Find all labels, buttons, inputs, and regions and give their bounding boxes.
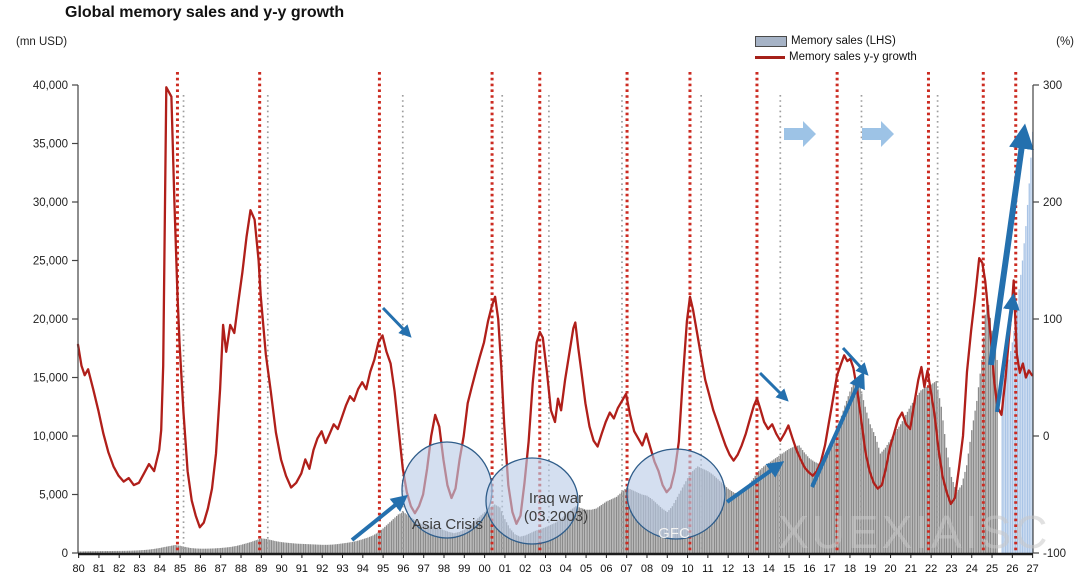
left-axis-tick-label: 40,000 [33, 80, 68, 92]
x-axis-year-label: 11 [702, 563, 713, 575]
right-axis-unit-label: (%) [1056, 36, 1074, 48]
x-axis-year-label: 81 [93, 563, 105, 575]
x-axis-year-label: 20 [884, 563, 896, 575]
trend-arrows [350, 123, 1035, 542]
trend-arrow-icon [350, 494, 408, 542]
legend-line-label: Memory sales y-y growth [789, 51, 917, 63]
x-axis-year-label: 90 [276, 563, 288, 575]
x-axis-year-label: 19 [864, 563, 876, 575]
x-axis-year-label: 26 [1006, 563, 1018, 575]
left-axis-tick-label: 35,000 [33, 139, 68, 151]
x-axis-year-label: 03 [539, 563, 551, 575]
x-axis-year-label: 00 [478, 563, 490, 575]
bar-series-swatch [755, 35, 787, 47]
trend-arrow-icon [841, 346, 869, 376]
memory-sales-forecast-bars [1001, 131, 1034, 554]
x-axis-year-label: 86 [194, 563, 206, 575]
event-label: GFC [658, 525, 690, 542]
legend-bar-label: Memory sales (LHS) [791, 35, 896, 47]
x-axis-year-label: 82 [113, 563, 125, 575]
x-axis-year-label: 13 [742, 563, 754, 575]
x-axis-year-label: 24 [966, 563, 978, 575]
x-axis-year-label: 01 [499, 563, 511, 575]
x-axis-year-label: 95 [377, 563, 389, 575]
trend-arrow-icon [810, 371, 865, 488]
x-axis-year-label: 97 [418, 563, 430, 575]
line-series-swatch [755, 55, 785, 59]
legend: Memory sales (LHS) Memory sales y-y grow… [755, 33, 917, 65]
trend-arrow-icon [995, 293, 1020, 413]
trend-arrow-icon [381, 306, 412, 338]
event-label: Iraq war [529, 490, 583, 507]
x-axis-year-label: 14 [763, 563, 775, 575]
left-axis-tick-label: 15,000 [33, 373, 68, 385]
right-axis-tick-label: 100 [1043, 314, 1062, 326]
x-axis-year-label: 06 [600, 563, 612, 575]
x-axis-year-label: 12 [722, 563, 734, 575]
left-axis-tick-label: 10,000 [33, 431, 68, 443]
x-axis-year-label: 91 [296, 563, 308, 575]
x-axis-year-label: 15 [783, 563, 795, 575]
left-axis-unit-label: (mn USD) [16, 36, 68, 48]
x-axis-year-label: 87 [215, 563, 227, 575]
forward-block-arrows [784, 121, 894, 147]
x-axis-year-label: 07 [621, 563, 633, 575]
x-axis-year-label: 96 [397, 563, 409, 575]
right-axis-tick-label: -100 [1043, 548, 1066, 560]
left-axis-tick-label: 5,000 [39, 490, 68, 502]
event-ellipse [626, 448, 726, 540]
x-axis-year-label: 89 [255, 563, 267, 575]
trend-arrow-icon [725, 461, 785, 504]
event-label: Asia Crisis [412, 516, 483, 533]
x-axis-year-label: 23 [945, 563, 957, 575]
x-axis-year-label: 10 [681, 563, 693, 575]
x-axis-year-label: 21 [905, 563, 917, 575]
event-ellipses: Asia Crisis Iraq war(03.2003) GFC [401, 441, 726, 545]
x-axis-year-label: 09 [661, 563, 673, 575]
x-axis-year-label: 04 [560, 563, 572, 575]
x-axis-year-label: 27 [1027, 563, 1039, 575]
right-axis-tick-label: 0 [1043, 431, 1049, 443]
legend-item-memory-sales: Memory sales (LHS) [755, 33, 917, 49]
right-block-arrow-icon [862, 121, 894, 147]
x-axis-year-label: 93 [336, 563, 348, 575]
event-ellipse [485, 457, 579, 545]
trend-arrow-icon [988, 123, 1035, 366]
x-axis-year-label: 25 [986, 563, 998, 575]
right-axis-tick-label: 300 [1043, 80, 1062, 92]
x-axis-year-label: 16 [803, 563, 815, 575]
x-axis-year-label: 83 [133, 563, 145, 575]
x-axis-year-label: 85 [174, 563, 186, 575]
event-label: (03.2003) [524, 508, 588, 525]
x-axis-year-label: 99 [458, 563, 470, 575]
right-axis-tick-label: 200 [1043, 197, 1062, 209]
trough-marker-lines [182, 95, 939, 553]
x-axis-year-label: 92 [316, 563, 328, 575]
trend-arrow-icon [758, 371, 789, 402]
x-axis-year-label: 80 [73, 563, 85, 575]
x-axis-year-label: 94 [357, 563, 369, 575]
x-axis-year-label: 18 [844, 563, 856, 575]
x-axis-year-label: 08 [641, 563, 653, 575]
x-axis-year-label: 84 [154, 563, 166, 575]
chart-title: Global memory sales and y-y growth [65, 4, 345, 21]
x-axis-year-label: 05 [580, 563, 592, 575]
x-axis-year-label: 88 [235, 563, 247, 575]
x-axis-year-label: 22 [925, 563, 937, 575]
axes: 0 5,000 10,000 15,000 20,000 25,000 30,000 35,0… [33, 80, 1066, 575]
x-axis-year-label: 98 [438, 563, 450, 575]
x-axis-year-label: 17 [824, 563, 836, 575]
left-axis-tick-label: 30,000 [33, 197, 68, 209]
right-block-arrow-icon [784, 121, 816, 147]
left-axis-tick-label: 25,000 [33, 256, 68, 268]
x-axis-year-label: 02 [519, 563, 531, 575]
legend-item-growth: Memory sales y-y growth [755, 49, 917, 65]
left-axis-tick-label: 0 [62, 548, 68, 560]
growth-line [76, 86, 1034, 529]
left-axis-tick-label: 20,000 [33, 314, 68, 326]
